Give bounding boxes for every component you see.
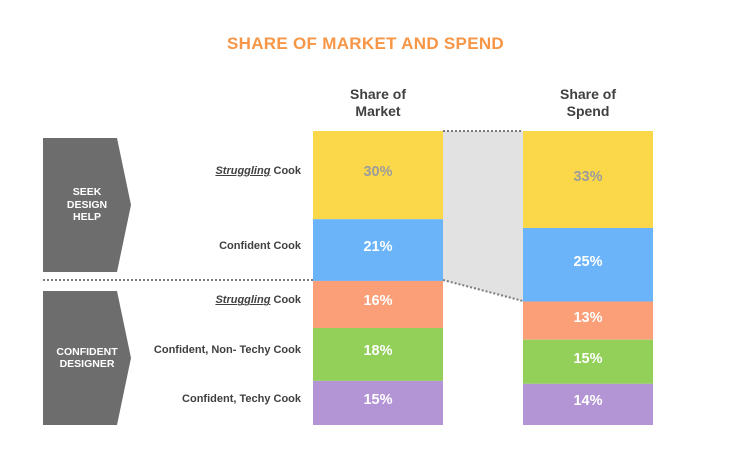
bar-segment-spend-1 (523, 131, 653, 229)
row-label-text: Cook (270, 294, 301, 307)
row-label-3: Struggling Cook (215, 294, 301, 306)
data-label-spend-4: 15% (573, 350, 603, 367)
data-label-spend-1: 33% (573, 168, 603, 185)
bar-segment-market-1 (313, 131, 443, 220)
bar-segment-spend-4 (523, 339, 653, 384)
group-label-confident-designer: CONFIDENT DESIGNER (56, 345, 118, 371)
row-label-text: Confident, Techy Cook (182, 392, 301, 405)
row-label-4: Confident, Non- Techy Cook (154, 344, 301, 356)
data-label-market-4: 18% (363, 343, 393, 360)
bar-segment-market-4 (313, 327, 443, 381)
data-label-market-1: 30% (363, 164, 393, 181)
row-label-text: Confident, Non- Techy Cook (153, 344, 301, 357)
row-label-text: Confident Cook (219, 240, 301, 253)
row-label-emphasis: Struggling (215, 294, 271, 307)
data-label-market-3: 16% (363, 293, 393, 310)
chevron-confident-designer (43, 291, 131, 425)
row-label-2: Confident Cook (219, 240, 301, 252)
column-header-market: Share of Market (349, 86, 406, 119)
connector-shade (443, 131, 523, 301)
bar-segment-market-5 (313, 380, 443, 425)
data-label-spend-5: 14% (573, 393, 603, 410)
bar-segment-spend-5 (523, 383, 653, 425)
bar-segment-spend-2 (523, 228, 653, 302)
connector-bottom-dotted (442, 279, 524, 302)
chart-title: SHARE OF MARKET AND SPEND (227, 34, 504, 53)
row-label-text: Cook (270, 165, 301, 178)
row-label-5: Confident, Techy Cook (182, 393, 301, 405)
data-label-spend-3: 13% (573, 309, 603, 326)
bar-segment-spend-3 (523, 301, 653, 340)
data-label-spend-2: 25% (573, 253, 603, 270)
chevron-seek-design-help (43, 138, 131, 272)
row-label-1: Struggling Cook (215, 165, 301, 177)
data-label-market-2: 21% (363, 239, 393, 256)
bar-segment-market-3 (313, 280, 443, 328)
row-label-emphasis: Struggling (215, 165, 271, 178)
group-label-seek-design-help: SEEK DESIGN HELP (66, 186, 108, 224)
column-header-spend: Share of Spend (559, 86, 616, 119)
data-label-market-5: 15% (363, 391, 393, 408)
bar-segment-market-2 (313, 219, 443, 281)
